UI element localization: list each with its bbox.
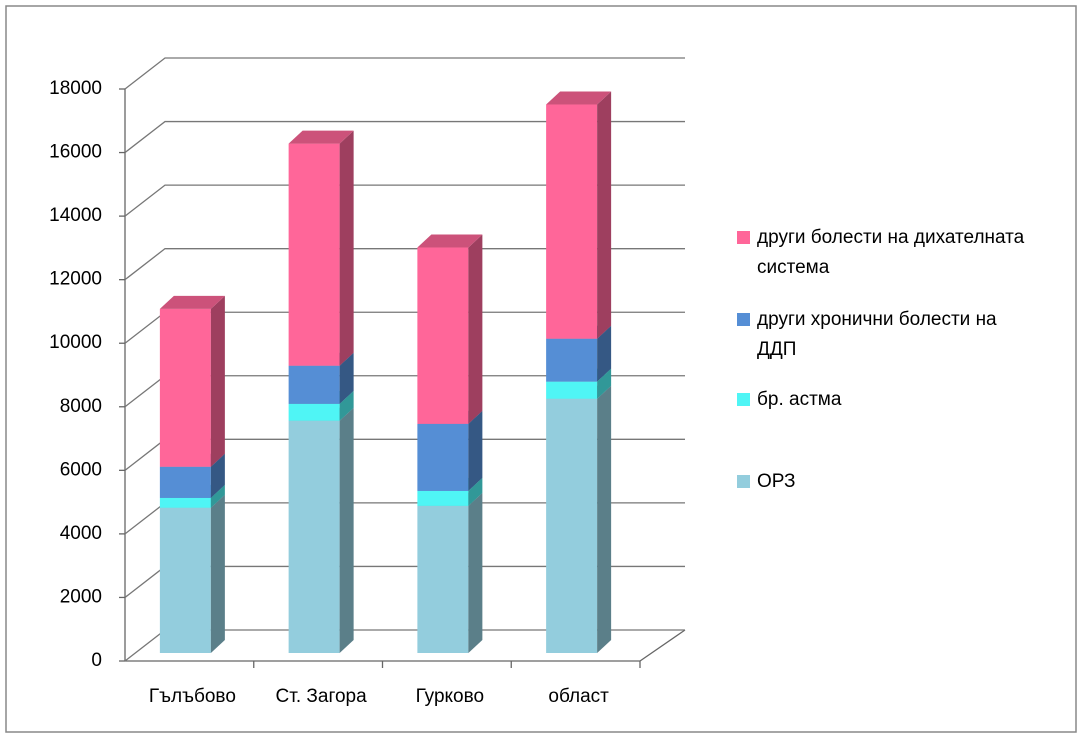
bar-front	[546, 338, 598, 382]
bar-front	[288, 143, 340, 366]
y-tick-label: 18000	[49, 78, 102, 99]
bar-segment	[159, 494, 225, 653]
bar-side	[210, 494, 225, 653]
bar-segment	[546, 91, 612, 339]
bar-side	[468, 234, 483, 424]
bar-side	[339, 407, 354, 653]
bar-front	[159, 497, 211, 508]
y-tick-label: 6000	[60, 459, 102, 480]
bar-front	[288, 365, 340, 404]
y-tick-label: 16000	[49, 142, 102, 163]
legend-label: бр. астма	[757, 389, 842, 410]
bar-top	[288, 130, 354, 144]
x-tick-label: Гълъбово	[149, 686, 236, 707]
x-tick-label: Ст. Загора	[276, 686, 368, 707]
bar-segment	[417, 492, 483, 653]
legend-swatch	[737, 393, 750, 406]
bar-front	[288, 420, 340, 653]
y-tick-label: 8000	[60, 396, 102, 417]
grid-line	[124, 57, 685, 90]
legend-swatch	[737, 475, 750, 488]
bar-top	[546, 91, 612, 105]
legend-swatch	[737, 313, 750, 326]
y-tick-label: 14000	[49, 205, 102, 226]
bar-side	[210, 295, 225, 467]
grid-line	[124, 248, 685, 281]
bar-top	[417, 234, 483, 248]
bar-side	[210, 453, 225, 498]
y-tick-label: 10000	[49, 332, 102, 353]
bar-side	[339, 130, 354, 366]
grid-line	[124, 184, 685, 217]
y-tick-label: 4000	[60, 523, 102, 544]
bar-side	[210, 484, 225, 508]
bar-side	[597, 368, 612, 399]
bar-segment	[546, 385, 612, 653]
legend-label: други болести на дихателната система	[757, 227, 1025, 278]
grid-line	[124, 120, 685, 154]
bar-side	[468, 477, 483, 506]
bar-front	[159, 308, 211, 467]
bar-segment	[288, 130, 354, 366]
bar-front	[159, 466, 211, 498]
legend-swatch	[737, 231, 750, 244]
bar-side	[339, 352, 354, 404]
bar-side	[597, 385, 612, 653]
bar-front	[417, 505, 469, 653]
bar-front	[288, 403, 340, 421]
bar-front	[546, 381, 598, 399]
bar-segment	[417, 234, 483, 424]
bar-segment	[288, 407, 354, 653]
bar-front	[417, 423, 469, 491]
bar-side	[597, 325, 612, 382]
y-tick-label: 2000	[60, 586, 102, 607]
x-tick-label: Гурково	[416, 686, 484, 707]
legend-label: ОРЗ	[757, 471, 796, 492]
bar-side	[597, 91, 612, 339]
bar-front	[546, 398, 598, 653]
bar-front	[417, 490, 469, 506]
bar-front	[159, 507, 211, 653]
bar-front	[417, 247, 469, 424]
bar-segment	[159, 295, 225, 467]
bar-side	[468, 492, 483, 653]
x-tick-label: област	[548, 686, 609, 707]
legend-label: други хронични болести на ДДП	[757, 309, 997, 360]
bar-top	[159, 295, 225, 309]
bar-front	[546, 104, 598, 339]
bar-side	[339, 390, 354, 421]
y-tick-label: 0	[91, 650, 102, 671]
y-tick-label: 12000	[49, 269, 102, 290]
bar-side	[468, 410, 483, 491]
